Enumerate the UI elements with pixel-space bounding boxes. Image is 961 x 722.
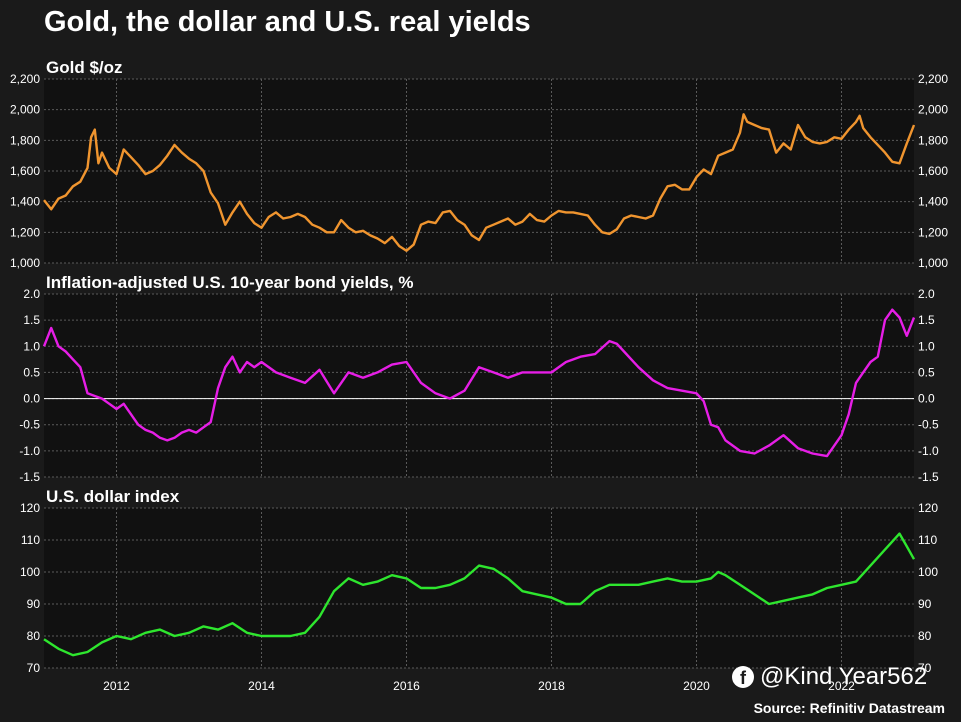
real-yield-y-tick-label-left: -0.5 <box>19 418 40 432</box>
real-yield-y-tick-label-left: 1.5 <box>23 313 40 327</box>
gold-y-tick-label-right: 2,000 <box>918 103 948 117</box>
gold-y-tick-label-right: 2,200 <box>918 72 948 86</box>
real-yield-y-tick-label-left: 0.5 <box>23 365 40 379</box>
chart-title: Gold, the dollar and U.S. real yields <box>44 6 531 38</box>
real-yield-y-tick-label-right: -0.5 <box>918 418 939 432</box>
gold-y-tick-label-left: 1,600 <box>10 164 40 178</box>
facebook-icon: f <box>732 666 754 688</box>
real-yield-y-tick-label-right: 0.0 <box>918 392 935 406</box>
dollar-y-tick-label-right: 100 <box>918 565 938 579</box>
dollar-y-tick-label-right: 80 <box>918 629 932 643</box>
dollar-y-tick-label-left: 100 <box>20 565 40 579</box>
gold-y-tick-label-right: 1,200 <box>918 225 948 239</box>
source-note: Source: Refinitiv Datastream <box>753 700 945 716</box>
gold-y-tick-label-right: 1,000 <box>918 256 948 270</box>
dollar-y-tick-label-right: 110 <box>918 533 937 547</box>
real-yield-y-tick-label-right: 2.0 <box>918 287 935 301</box>
real-yield-y-tick-label-left: 0.0 <box>23 392 40 406</box>
gold-y-tick-label-right: 1,400 <box>918 195 948 209</box>
x-tick-label: 2018 <box>538 679 565 693</box>
gold-y-tick-label-left: 1,200 <box>10 225 40 239</box>
real-yield-y-tick-label-left: -1.5 <box>19 470 40 484</box>
x-tick-label: 2020 <box>683 679 710 693</box>
dollar-y-tick-label-left: 120 <box>20 501 40 515</box>
dollar-y-tick-label-right: 70 <box>918 661 932 675</box>
real-yield-y-tick-label-right: -1.5 <box>918 470 939 484</box>
gold-panel-title: Gold $/oz <box>46 58 123 77</box>
real-yield-y-tick-label-right: -1.0 <box>918 444 939 458</box>
real-yield-series-line <box>42 308 916 458</box>
gold-series-line <box>43 113 916 252</box>
gold-y-tick-label-left: 2,200 <box>10 72 40 86</box>
real-yield-y-tick-label-right: 1.0 <box>918 339 935 353</box>
x-tick-label: 2016 <box>393 679 420 693</box>
dollar-y-tick-label-right: 120 <box>918 501 938 515</box>
gold-y-tick-label-left: 2,000 <box>10 103 40 117</box>
watermark: f @Kind Year562 <box>732 663 927 691</box>
gold-y-tick-label-right: 1,600 <box>918 164 948 178</box>
real-yield-plot-background <box>44 294 914 477</box>
gold-plot-background <box>44 79 914 263</box>
x-tick-label: 2014 <box>248 679 275 693</box>
real-yield-panel-title: Inflation-adjusted U.S. 10-year bond yie… <box>46 273 413 292</box>
dollar-panel-title: U.S. dollar index <box>46 487 180 506</box>
real-yield-y-tick-label-left: 2.0 <box>23 287 40 301</box>
gold-y-tick-label-right: 1,800 <box>918 133 948 147</box>
dollar-plot-background <box>44 508 914 668</box>
dollar-y-tick-label-left: 110 <box>21 533 40 547</box>
watermark-text: @Kind Year562 <box>760 663 928 690</box>
dollar-y-tick-label-left: 90 <box>27 597 41 611</box>
real-yield-y-tick-label-right: 1.5 <box>918 313 935 327</box>
real-yield-y-tick-label-left: -1.0 <box>19 444 40 458</box>
gold-y-tick-label-left: 1,800 <box>10 133 40 147</box>
dollar-series-line <box>43 532 916 657</box>
dollar-y-tick-label-right: 90 <box>918 597 932 611</box>
real-yield-y-tick-label-left: 1.0 <box>23 339 40 353</box>
dollar-y-tick-label-left: 80 <box>27 629 41 643</box>
gold-y-tick-label-left: 1,400 <box>10 195 40 209</box>
dollar-y-tick-label-left: 70 <box>27 661 41 675</box>
real-yield-y-tick-label-right: 0.5 <box>918 365 935 379</box>
x-tick-label: 2012 <box>103 679 130 693</box>
gold-y-tick-label-left: 1,000 <box>10 256 40 270</box>
x-tick-label: 2022 <box>828 679 855 693</box>
